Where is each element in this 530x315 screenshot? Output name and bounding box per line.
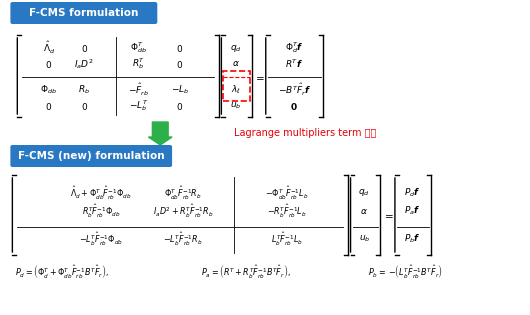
Text: $-L_b$: $-L_b$ [171,84,189,96]
Text: $\alpha$: $\alpha$ [232,60,240,68]
Text: F-CMS (new) formulation: F-CMS (new) formulation [18,151,164,161]
Text: $0$: $0$ [81,43,88,54]
Text: $0$: $0$ [176,100,183,112]
Text: $=$: $=$ [382,210,394,220]
Text: $\lambda_\ell$: $\lambda_\ell$ [231,84,241,96]
Text: $0$: $0$ [81,100,88,112]
Text: $\hat{\Lambda}_d$: $\hat{\Lambda}_d$ [43,40,55,56]
Text: $-L_b^T\hat{F}_{rb}^{-1}R_b$: $-L_b^T\hat{F}_{rb}^{-1}R_b$ [163,231,202,248]
Text: $q_d$: $q_d$ [358,187,370,198]
Text: $0$: $0$ [45,100,52,112]
Text: $-\Phi_{db}^T\hat{F}_{rb}^{-1}L_b$: $-\Phi_{db}^T\hat{F}_{rb}^{-1}L_b$ [265,185,308,202]
Text: $P_a = \left(R^T + R_b^T\hat{F}_{rb}^{-1}B^T\hat{F}_r\right),$: $P_a = \left(R^T + R_b^T\hat{F}_{rb}^{-1… [201,263,290,280]
FancyBboxPatch shape [11,145,172,167]
Text: $R_b$: $R_b$ [78,84,90,96]
Text: $\hat{\Lambda}_d + \Phi_{db}^T\hat{F}_{rb}^{-1}\Phi_{db}$: $\hat{\Lambda}_d + \Phi_{db}^T\hat{F}_{r… [70,185,132,202]
Text: $\alpha$: $\alpha$ [360,207,368,215]
Text: $-R_b^T\hat{F}_{rb}^{-1}L_b$: $-R_b^T\hat{F}_{rb}^{-1}L_b$ [267,203,306,220]
Text: $-\hat{F}_{rb}$: $-\hat{F}_{rb}$ [128,82,149,98]
Text: $P_d = \left(\Phi_d^T + \Phi_{db}^T\hat{F}_{rb}^{-1}B^T\hat{F}_r\right),$: $P_d = \left(\Phi_d^T + \Phi_{db}^T\hat{… [15,263,109,280]
Text: $q_d$: $q_d$ [231,43,242,54]
Text: $R^T \boldsymbol{f}$: $R^T \boldsymbol{f}$ [285,58,303,70]
Text: $\Phi_{db}^T\hat{F}_{rb}^{-1}R_b$: $\Phi_{db}^T\hat{F}_{rb}^{-1}R_b$ [164,185,202,202]
FancyBboxPatch shape [11,2,157,24]
Text: $-L_b^T$: $-L_b^T$ [129,99,148,113]
Text: $L_b^T\hat{F}_{rb}^{-1}L_b$: $L_b^T\hat{F}_{rb}^{-1}L_b$ [271,231,302,248]
Text: $I_a D^2$: $I_a D^2$ [74,57,94,71]
Text: $-L_b^T\hat{F}_{rb}^{-1}\Phi_{db}$: $-L_b^T\hat{F}_{rb}^{-1}\Phi_{db}$ [79,231,123,248]
FancyArrow shape [148,122,172,145]
Text: $-B^T\hat{F}_r \boldsymbol{f}$: $-B^T\hat{F}_r \boldsymbol{f}$ [278,82,311,98]
Text: $u_b$: $u_b$ [231,101,242,111]
Text: $P_b = -\!\left(L_b^T\hat{F}_{rb}^{-1}B^T\hat{F}_r\right)$: $P_b = -\!\left(L_b^T\hat{F}_{rb}^{-1}B^… [368,263,443,280]
Text: $R_b^T$: $R_b^T$ [132,56,145,72]
Text: $P_b \boldsymbol{f}$: $P_b \boldsymbol{f}$ [404,233,421,245]
Text: $I_a D^2 + R_b^T\hat{F}_{rb}^{-1}R_b$: $I_a D^2 + R_b^T\hat{F}_{rb}^{-1}R_b$ [153,203,213,220]
Text: $\Phi_{db}^T$: $\Phi_{db}^T$ [130,41,147,55]
Text: $P_a \boldsymbol{f}$: $P_a \boldsymbol{f}$ [404,205,421,217]
Text: $0$: $0$ [176,59,183,70]
Text: F-CMS formulation: F-CMS formulation [29,8,138,18]
Text: Lagrange multipliers term 처리: Lagrange multipliers term 처리 [234,128,377,138]
Text: $0$: $0$ [176,43,183,54]
Text: $=$: $=$ [253,72,264,82]
Text: $\mathbf{0}$: $\mathbf{0}$ [290,100,298,112]
Text: $0$: $0$ [45,59,52,70]
Text: $P_d \boldsymbol{f}$: $P_d \boldsymbol{f}$ [404,187,421,199]
Text: $\Phi_{db}$: $\Phi_{db}$ [40,84,57,96]
Text: $R_b^T\hat{F}_{rb}^{-1}\Phi_{db}$: $R_b^T\hat{F}_{rb}^{-1}\Phi_{db}$ [82,203,120,220]
Text: $u_b$: $u_b$ [359,234,370,244]
Text: $\Phi_d^T \boldsymbol{f}$: $\Phi_d^T \boldsymbol{f}$ [285,41,304,55]
